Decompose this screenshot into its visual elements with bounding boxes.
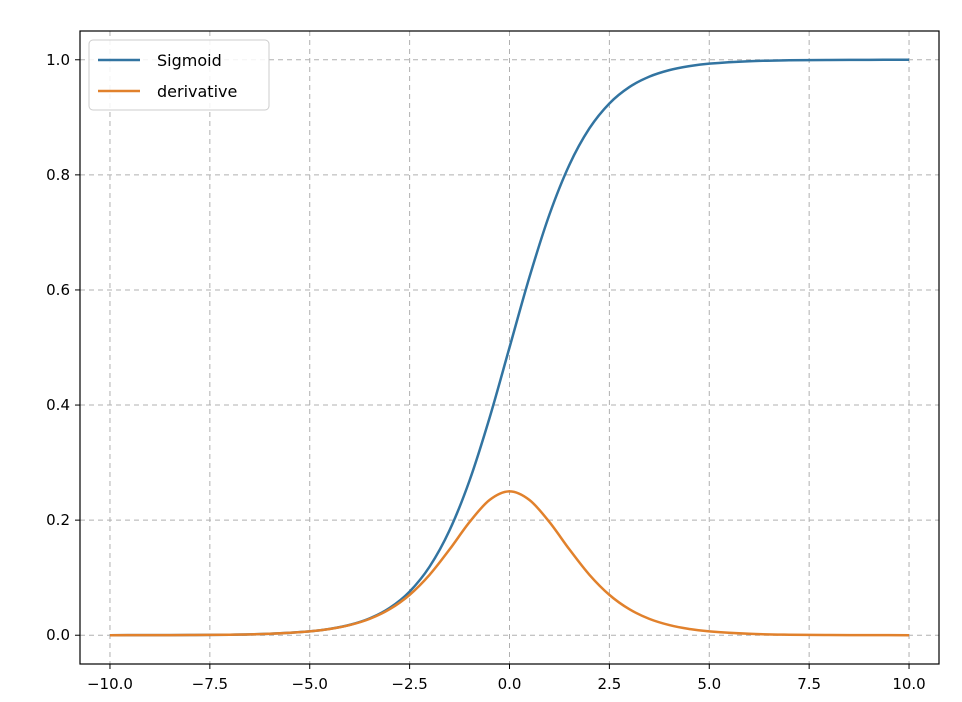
- x-tick-label: 7.5: [797, 675, 821, 693]
- y-tick-label: 0.2: [46, 511, 70, 529]
- x-tick-label: 2.5: [597, 675, 621, 693]
- x-tick-label: −2.5: [391, 675, 427, 693]
- x-tick-label: 5.0: [697, 675, 721, 693]
- y-tick-label: 0.4: [46, 396, 70, 414]
- y-tick-label: 0.0: [46, 626, 70, 644]
- legend: Sigmoid derivative: [88, 39, 270, 111]
- x-tick-label: 0.0: [498, 675, 522, 693]
- x-tick-label: 10.0: [892, 675, 925, 693]
- y-tick-label: 1.0: [46, 51, 70, 69]
- legend-label-sigmoid: Sigmoid: [157, 51, 222, 70]
- x-tick-label: −5.0: [292, 675, 328, 693]
- legend-box: [88, 39, 270, 111]
- series-line-derivative: [109, 490, 910, 637]
- y-tick-label: 0.8: [46, 166, 70, 184]
- y-tick-label: 0.6: [46, 281, 70, 299]
- x-tick-label: −7.5: [192, 675, 228, 693]
- plot-lines: [109, 58, 910, 637]
- legend-label-derivative: derivative: [157, 82, 237, 101]
- axis-ticks: −10.0 −7.5 −5.0 −2.5 0.0 2.5 5.0 7.5 10.0 0.0 0.2 0…: [46, 51, 926, 693]
- x-tick-label: −10.0: [87, 675, 133, 693]
